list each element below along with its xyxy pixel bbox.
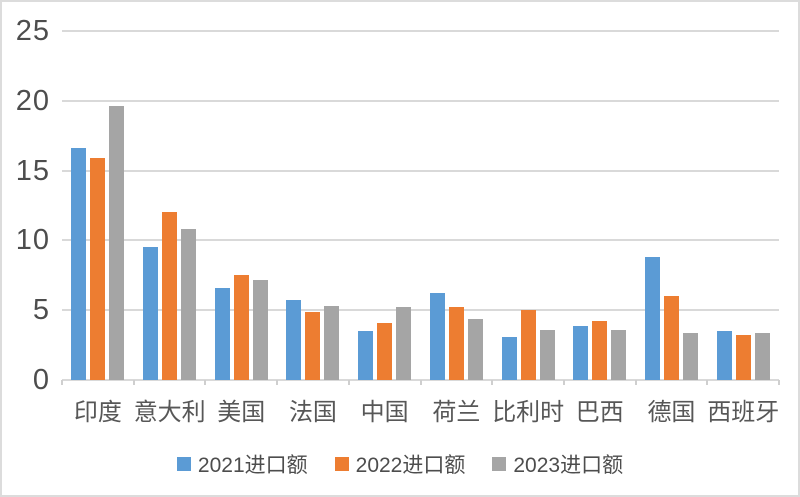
legend-label: 2023进口额 [513,454,624,477]
x-axis-tick-mark [132,380,135,385]
gridline [62,309,779,312]
x-axis-category-label: 德国 [647,399,696,426]
bar-2022进口额-荷兰 [448,307,464,380]
plot-area [62,30,779,381]
x-axis-category-label: 中国 [360,399,409,426]
y-axis-tick-label: 20 [15,84,50,117]
x-axis-category-label: 荷兰 [432,399,481,426]
legend-item-2021进口额: 2021进口额 [176,449,308,479]
bar-2021进口额-法国 [286,300,302,380]
bar-2023进口额-意大利 [181,229,197,380]
bar-2021进口额-意大利 [143,247,159,380]
x-axis-tick-mark [347,380,350,385]
bar-group-1 [62,31,134,380]
x-axis-category-label: 比利时 [492,399,565,426]
bar-2022进口额-美国 [233,275,249,380]
y-axis-tick-label: 0 [32,364,50,396]
bar-2023进口额-西班牙 [754,332,770,380]
bar-2021进口额-德国 [644,257,660,380]
bar-group-3 [205,31,277,380]
legend: 2021进口额 2022进口额 2023进口额 [2,449,798,479]
bar-2022进口额-意大利 [162,212,178,380]
bar-group-6 [421,31,493,380]
legend-swatch-icon [176,457,191,471]
bar-2023进口额-荷兰 [467,318,483,380]
x-axis-tick-mark [61,380,63,385]
x-axis-tick-mark [491,380,494,385]
legend-label: 2022进口额 [355,454,466,477]
x-axis-tick-mark [634,380,637,385]
legend-swatch-icon [492,457,507,471]
bar-2021进口额-美国 [214,287,230,380]
x-axis-tick-mark [778,380,780,385]
bar-2022进口额-印度 [90,158,106,380]
x-axis-tick-mark [706,380,709,385]
legend-label: 2021进口额 [197,454,308,477]
bar-group-9 [636,31,708,380]
gridline [62,99,779,102]
gridline [62,30,779,32]
gridline [62,169,779,172]
bar-group-5 [349,31,421,380]
gridline [62,239,779,242]
x-axis-category-label: 法国 [288,399,337,426]
x-axis-category-label: 印度 [73,399,122,426]
bar-2022进口额-比利时 [520,310,536,380]
x-axis-category-label: 巴西 [575,399,624,426]
x-axis-tick-mark [419,380,422,385]
y-axis-tick-label: 25 [15,15,50,47]
bar-2021进口额-荷兰 [429,293,445,380]
bar-2023进口额-巴西 [611,329,627,380]
bar-2021进口额-西班牙 [716,331,732,380]
bar-2022进口额-巴西 [592,321,608,380]
legend-swatch-icon [334,457,349,471]
bar-2023进口额-美国 [252,279,268,380]
bar-2023进口额-印度 [109,106,125,380]
legend-item-2023进口额: 2023进口额 [492,449,623,479]
bar-group-10 [707,31,779,380]
x-axis-tick-mark [276,380,279,385]
bar-2021进口额-巴西 [573,325,589,380]
legend-item-2022进口额: 2022进口额 [334,449,466,479]
bar-group-7 [492,31,564,380]
bar-2022进口额-德国 [663,296,679,380]
bar-2021进口额-比利时 [501,336,517,380]
bar-group-2 [134,31,206,380]
bar-2023进口额-法国 [324,306,340,380]
bar-2022进口额-西班牙 [735,335,751,380]
y-axis-tick-label: 10 [15,224,50,257]
x-axis-tick-mark [562,380,565,385]
x-axis-category-label: 美国 [217,399,266,426]
x-axis-category-label: 西班牙 [707,399,780,426]
bar-2023进口额-德国 [682,332,698,380]
bar-2021进口额-印度 [71,148,87,380]
bar-2021进口额-中国 [358,331,374,380]
x-axis-category-label: 意大利 [133,399,206,426]
x-axis-tick-mark [204,380,207,385]
bar-2023进口额-中国 [396,307,412,380]
y-axis-tick-label: 15 [15,154,50,187]
bar-2023进口额-比利时 [539,329,555,380]
bar-group-8 [564,31,636,380]
bar-2022进口额-法国 [305,311,321,380]
bar-2022进口额-中国 [377,322,393,380]
y-axis-tick-label: 5 [32,294,50,327]
bar-group-4 [277,31,349,380]
